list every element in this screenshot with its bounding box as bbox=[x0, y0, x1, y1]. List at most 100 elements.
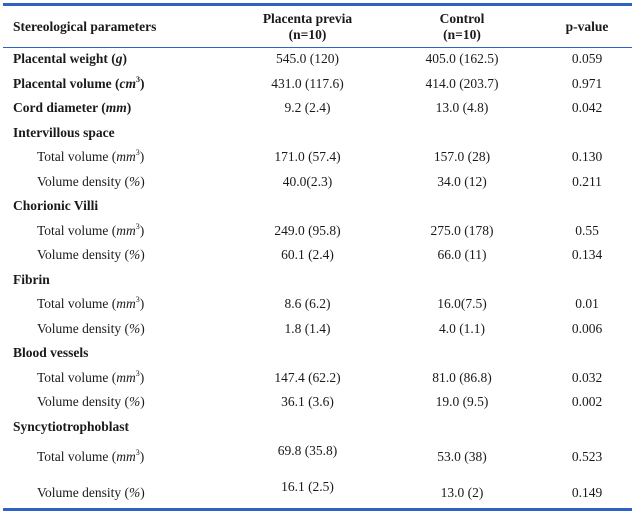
header-placenta-previa-title: Placenta previa bbox=[262, 10, 353, 26]
header-p-value: p-value bbox=[565, 18, 609, 34]
table-row: Cord diameter (mm) 9.2 (2.4) 13.0 (4.8) 0.0… bbox=[3, 96, 632, 121]
label-text: Volume density ( bbox=[37, 173, 129, 189]
unit-text: % bbox=[129, 320, 141, 336]
placenta-previa-value: 40.0(2.3) bbox=[282, 173, 333, 189]
placenta-previa-value: 147.4 (62.2) bbox=[274, 369, 341, 385]
unit-text: % bbox=[129, 173, 141, 189]
table-row: Volume density (%) 40.0(2.3) 34.0 (12) 0.21… bbox=[3, 170, 632, 195]
control-value: 4.0 (1.1) bbox=[438, 320, 486, 336]
unit-text: mm bbox=[116, 296, 136, 312]
parameter-label: Cord diameter (mm) bbox=[3, 96, 233, 121]
label-close-paren: ) bbox=[140, 173, 145, 189]
p-value: 0.002 bbox=[571, 394, 603, 410]
p-value: 0.523 bbox=[571, 449, 603, 464]
unit-exponent: 3 bbox=[135, 368, 140, 378]
table-row: Placental volume (cm3) 431.0 (117.6) 414.0… bbox=[3, 72, 632, 97]
p-value: 0.042 bbox=[571, 100, 603, 116]
parameter-label: Total volume (mm3) bbox=[3, 145, 233, 170]
unit-text: g bbox=[115, 51, 123, 67]
placenta-previa-value: 8.6 (6.2) bbox=[284, 296, 331, 312]
control-value: 81.0 (86.8) bbox=[432, 369, 492, 385]
placenta-previa-value: 249.0 (95.8) bbox=[274, 222, 341, 238]
label-text: Total volume ( bbox=[37, 449, 117, 464]
table-row: Intervillous space bbox=[3, 121, 632, 146]
parameter-label: Placental volume (cm3) bbox=[3, 72, 233, 97]
placenta-previa-value: 69.8 (35.8) bbox=[277, 443, 338, 458]
label-close-paren: ) bbox=[140, 320, 145, 336]
control-value: 405.0 (162.5) bbox=[425, 51, 499, 67]
section-label: Blood vessels bbox=[13, 345, 89, 361]
unit-text: cm bbox=[119, 75, 136, 91]
unit-exponent: 3 bbox=[135, 74, 140, 84]
placenta-previa-value: 431.0 (117.6) bbox=[271, 75, 344, 91]
unit-text: % bbox=[129, 394, 141, 410]
control-value: 66.0 (11) bbox=[437, 247, 487, 263]
label-close-paren: ) bbox=[122, 51, 127, 67]
parameter-label: Volume density (%) bbox=[3, 317, 233, 342]
unit-text: % bbox=[129, 485, 141, 500]
control-value: 19.0 (9.5) bbox=[435, 394, 489, 410]
parameter-label: Volume density (%) bbox=[3, 243, 233, 268]
unit-text: % bbox=[129, 247, 141, 263]
table-top-rule bbox=[3, 3, 632, 6]
parameter-label: Total volume (mm3) bbox=[3, 366, 233, 391]
header-control-title: Control bbox=[439, 10, 485, 26]
control-value: 414.0 (203.7) bbox=[425, 75, 499, 91]
header-control: Control (n=10) bbox=[382, 6, 542, 47]
header-parameters: Stereological parameters bbox=[13, 18, 157, 34]
section-label: Fibrin bbox=[13, 271, 50, 287]
label-text: Total volume ( bbox=[37, 369, 117, 385]
label-close-paren: ) bbox=[139, 75, 145, 91]
p-value: 0.134 bbox=[571, 247, 603, 263]
placenta-previa-value: 1.8 (1.4) bbox=[284, 320, 331, 336]
label-text: Total volume ( bbox=[37, 149, 117, 165]
label-text: Cord diameter ( bbox=[13, 100, 106, 116]
p-value: 0.55 bbox=[575, 222, 599, 238]
label-text: Placental weight ( bbox=[13, 51, 116, 67]
section-label: Syncytiotrophoblast bbox=[13, 418, 130, 434]
p-value: 0.971 bbox=[571, 75, 603, 91]
table-row: Total volume (mm3) 69.8 (35.8) 53.0 (38) 0.… bbox=[3, 439, 632, 475]
p-value: 0.01 bbox=[575, 296, 599, 312]
control-value: 275.0 (178) bbox=[430, 222, 494, 238]
parameter-label: Volume density (%) bbox=[3, 475, 233, 511]
p-value: 0.211 bbox=[572, 173, 602, 189]
label-close-paren: ) bbox=[139, 449, 145, 464]
table-row: Chorionic Villi bbox=[3, 194, 632, 219]
header-bottom-rule bbox=[3, 47, 632, 48]
label-text: Volume density ( bbox=[37, 394, 129, 410]
label-close-paren: ) bbox=[126, 100, 132, 116]
control-value: 16.0(7.5) bbox=[437, 296, 487, 312]
unit-text: mm bbox=[116, 149, 136, 165]
parameter-label: Total volume (mm3) bbox=[3, 219, 233, 244]
p-value: 0.032 bbox=[571, 369, 603, 385]
table-row: Blood vessels bbox=[3, 341, 632, 366]
unit-text: mm bbox=[116, 449, 136, 464]
control-value: 157.0 (28) bbox=[433, 149, 491, 165]
placenta-previa-value: 16.1 (2.5) bbox=[281, 479, 334, 494]
parameter-label: Total volume (mm3) bbox=[3, 439, 233, 475]
table-row: Placental weight (g) 545.0 (120) 405.0 (16… bbox=[3, 47, 632, 72]
section-label: Intervillous space bbox=[13, 124, 115, 140]
label-text: Volume density ( bbox=[37, 320, 129, 336]
p-value: 0.149 bbox=[571, 485, 603, 500]
placenta-previa-value: 60.1 (2.4) bbox=[281, 247, 334, 263]
parameter-label: Total volume (mm3) bbox=[3, 292, 233, 317]
unit-text: mm bbox=[105, 100, 127, 116]
unit-exponent: 3 bbox=[135, 448, 140, 457]
table-row: Volume density (%) 36.1 (3.6) 19.0 (9.5) 0.… bbox=[3, 390, 632, 415]
unit-text: mm bbox=[116, 222, 136, 238]
label-close-paren: ) bbox=[139, 296, 145, 312]
label-text: Total volume ( bbox=[37, 222, 117, 238]
table-row: Fibrin bbox=[3, 268, 632, 293]
placenta-previa-value: 171.0 (57.4) bbox=[274, 149, 341, 165]
control-value: 53.0 (38) bbox=[437, 449, 487, 464]
control-value: 34.0 (12) bbox=[437, 173, 487, 189]
control-value: 13.0 (2) bbox=[440, 485, 484, 500]
label-text: Volume density ( bbox=[37, 485, 129, 500]
label-text: Total volume ( bbox=[37, 296, 117, 312]
label-close-paren: ) bbox=[140, 485, 145, 500]
header-placenta-previa-n: (n=10) bbox=[288, 26, 327, 42]
table-row: Volume density (%) 1.8 (1.4) 4.0 (1.1) 0.00… bbox=[3, 317, 632, 342]
header-placenta-previa: Placenta previa (n=10) bbox=[233, 6, 382, 47]
